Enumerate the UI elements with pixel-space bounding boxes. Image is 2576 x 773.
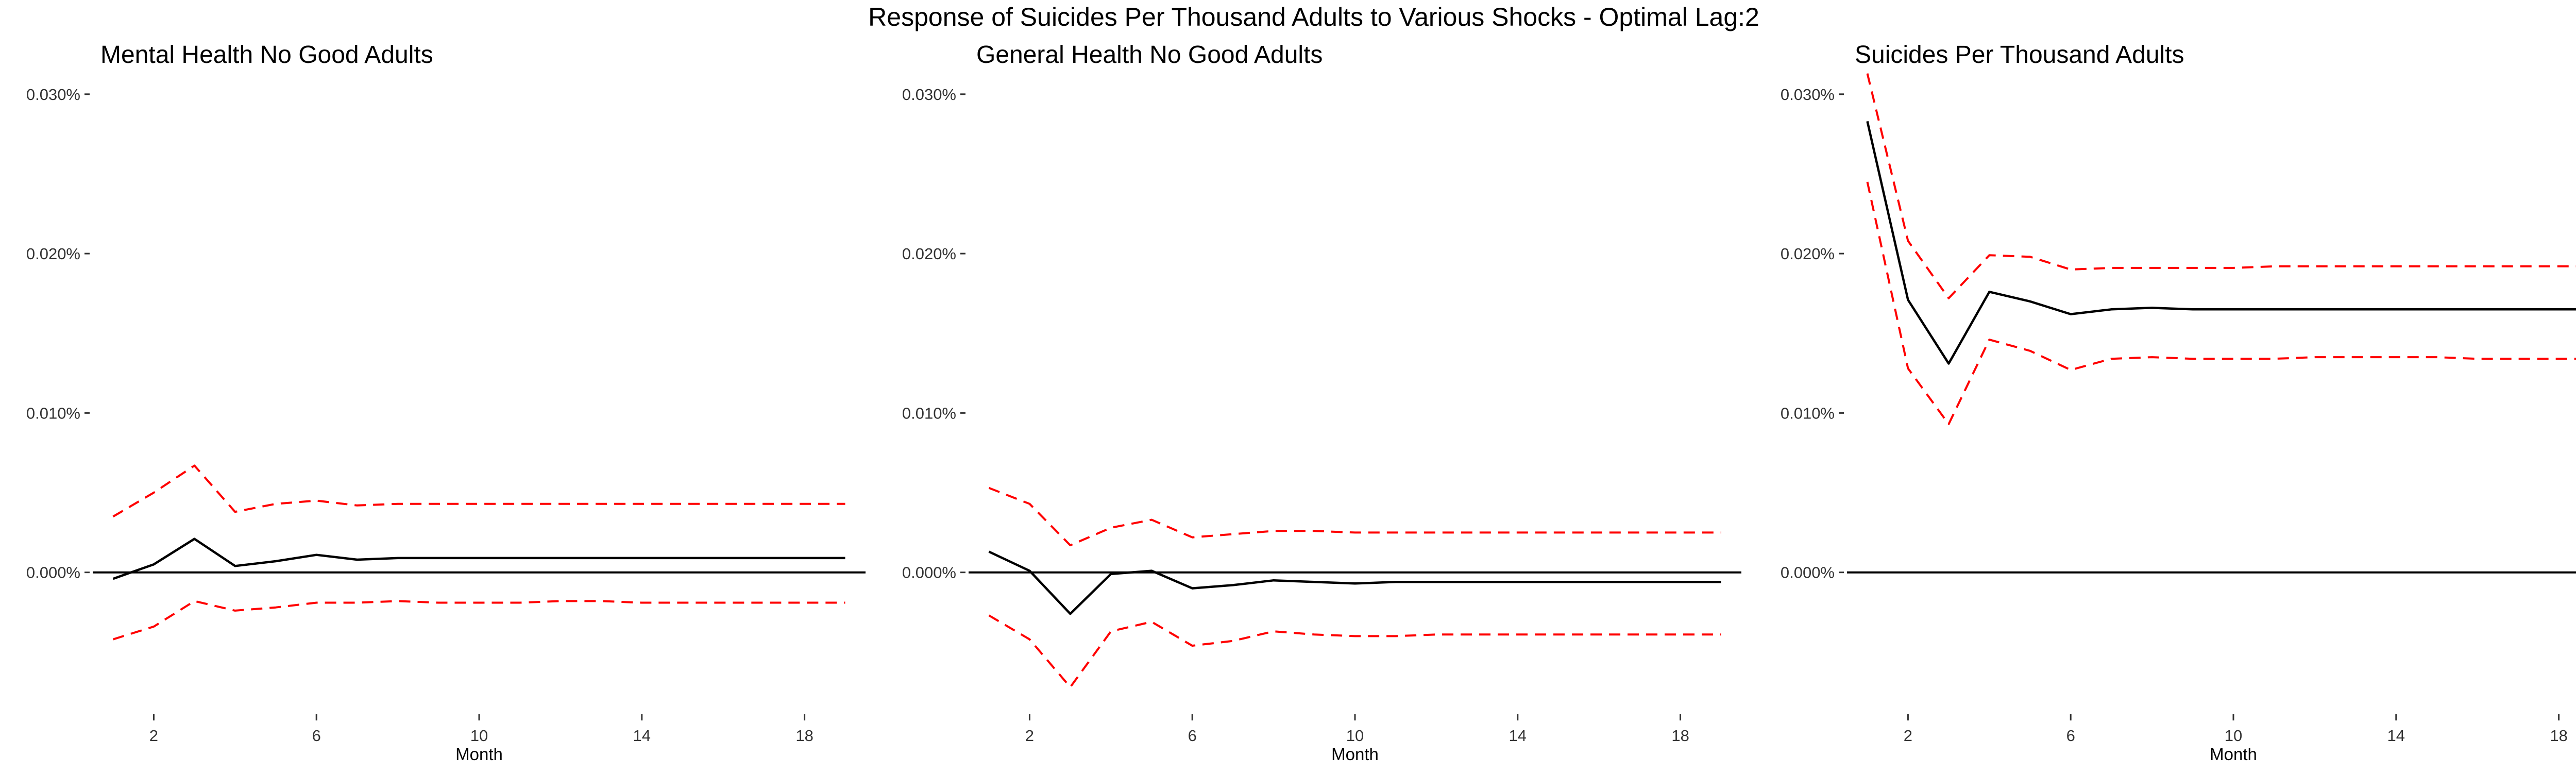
- x-axis-label: Month: [2210, 745, 2257, 764]
- panel-title: General Health No Good Adults: [976, 41, 1323, 69]
- y-tick-label: 0.000%: [26, 564, 80, 582]
- upper-ci-line: [112, 464, 845, 518]
- main-title: Response of Suicides Per Thousand Adults…: [868, 3, 1759, 31]
- upper-ci-line: [1866, 73, 2576, 299]
- panel-title: Mental Health No Good Adults: [100, 41, 433, 69]
- response-line: [1866, 121, 2576, 365]
- x-tick-label: 10: [1346, 727, 1364, 745]
- lower-ci-line: [1866, 181, 2576, 425]
- x-tick-label: 6: [1188, 727, 1197, 745]
- x-tick-label: 10: [2225, 727, 2242, 745]
- lower-ci-line: [112, 600, 845, 641]
- x-axis-label: Month: [1331, 745, 1379, 764]
- lower-ci-line: [988, 614, 1721, 688]
- y-tick-label: 0.030%: [902, 86, 956, 104]
- panel-2: General Health No Good Adults 0.000% 0.010…: [902, 41, 1741, 764]
- x-axis-label: Month: [455, 745, 503, 764]
- panel-1: Mental Health No Good Adults 0.000% 0.010%…: [26, 41, 866, 764]
- x-tick-label: 6: [312, 727, 321, 745]
- x-tick-label: 6: [2066, 727, 2075, 745]
- y-tick-label: 0.010%: [902, 404, 956, 422]
- x-tick-label: 10: [470, 727, 488, 745]
- upper-ci-line: [988, 486, 1721, 547]
- x-tick-label: 2: [149, 727, 158, 745]
- response-line: [988, 550, 1721, 615]
- y-tick-label: 0.030%: [26, 86, 80, 104]
- y-tick-label: 0.030%: [1781, 86, 1835, 104]
- x-tick-label: 14: [633, 727, 651, 745]
- y-tick-label: 0.010%: [1781, 404, 1835, 422]
- y-tick-label: 0.000%: [902, 564, 956, 582]
- x-tick-label: 14: [1509, 727, 1527, 745]
- y-tick-label: 0.020%: [902, 245, 956, 263]
- panel-title: Suicides Per Thousand Adults: [1855, 41, 2184, 69]
- y-tick-label: 0.010%: [26, 404, 80, 422]
- x-tick-label: 18: [795, 727, 813, 745]
- x-tick-label: 18: [1671, 727, 1689, 745]
- x-tick-label: 18: [2550, 727, 2567, 745]
- response-line: [112, 537, 845, 580]
- x-tick-label: 2: [1904, 727, 1912, 745]
- panel-3: Suicides Per Thousand Adults 0.000% 0.010%…: [1781, 41, 2576, 764]
- x-tick-label: 2: [1025, 727, 1034, 745]
- x-tick-label: 14: [2387, 727, 2405, 745]
- y-tick-label: 0.020%: [26, 245, 80, 263]
- y-tick-label: 0.020%: [1781, 245, 1835, 263]
- y-tick-label: 0.000%: [1781, 564, 1835, 582]
